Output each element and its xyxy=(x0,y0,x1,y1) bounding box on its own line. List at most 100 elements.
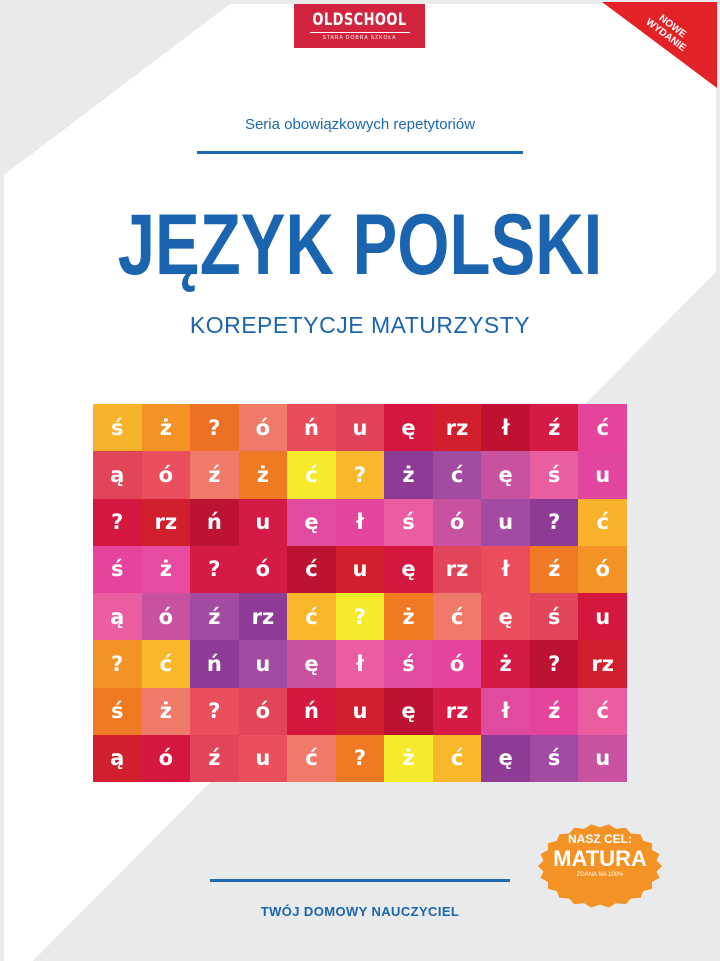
letter-tile: ź xyxy=(190,451,239,499)
logo-tagline: STARA DOBRA SZKOŁA xyxy=(322,35,397,41)
logo-text: OLDSCHOOL xyxy=(312,10,407,30)
letter-tile: ś xyxy=(93,687,142,735)
letter-tile: ś xyxy=(529,451,579,499)
letter-tile: ś xyxy=(384,498,433,546)
letter-tile: u xyxy=(238,734,288,782)
badge-line-1: NASZ CEL: xyxy=(568,832,632,846)
letter-tile: ą xyxy=(93,451,142,499)
letter-tile: ć xyxy=(287,451,336,499)
book-subtitle: KOREPETYCJE MATURZYSTY xyxy=(189,312,531,338)
letter-tile: ę xyxy=(384,545,433,593)
letter-tile: ? xyxy=(529,498,579,546)
badge-line-2: MATURA xyxy=(553,846,647,871)
letter-tile: rz xyxy=(432,404,482,452)
letter-tile: ? xyxy=(93,498,142,546)
letter-tile: ż xyxy=(141,545,191,593)
letter-tile: ą xyxy=(93,593,142,641)
letter-tile: ć xyxy=(578,404,627,452)
letter-tile: ę xyxy=(287,498,336,546)
letter-tile: ? xyxy=(93,640,142,688)
letter-tile: ? xyxy=(190,404,239,452)
letter-tile: ó xyxy=(432,640,482,688)
letter-tile: ? xyxy=(335,451,385,499)
letter-tile: ó xyxy=(141,451,191,499)
letter-tile: ć xyxy=(578,498,627,546)
letter-tile: ć xyxy=(432,451,482,499)
letter-tile: ł xyxy=(335,640,385,688)
letter-tile: ó xyxy=(238,404,288,452)
letter-tile: ż xyxy=(141,687,191,735)
letter-tile: ż xyxy=(238,451,288,499)
letter-tile: ć xyxy=(287,593,336,641)
bottom-divider xyxy=(210,879,510,882)
tagline: TWÓJ DOMOWY NAUCZYCIEL xyxy=(260,904,460,919)
letter-tile: ? xyxy=(190,545,239,593)
letter-tile: ę xyxy=(287,640,336,688)
letter-tile: ę xyxy=(481,451,530,499)
letter-tile: ź xyxy=(529,687,579,735)
book-title: JĘZYK POLSKI xyxy=(117,197,603,293)
letter-tile: u xyxy=(335,404,385,452)
letter-tile: u xyxy=(578,593,627,641)
letter-tile: ą xyxy=(93,734,142,782)
letter-tile: u xyxy=(578,451,627,499)
letter-tile: ę xyxy=(481,734,530,782)
new-edition-ribbon xyxy=(602,2,717,88)
letter-tile: ź xyxy=(190,593,239,641)
letter-tile: rz xyxy=(432,687,482,735)
letter-tile: ó xyxy=(141,734,191,782)
letter-tile: ć xyxy=(432,593,482,641)
letter-tile: ź xyxy=(190,734,239,782)
letter-tile: ż xyxy=(384,593,433,641)
letter-tile: u xyxy=(238,498,288,546)
letter-tile: ł xyxy=(481,545,530,593)
letter-tile: ó xyxy=(238,545,288,593)
letter-tile: ż xyxy=(384,451,433,499)
letter-tile: ś xyxy=(93,545,142,593)
letter-tile: ś xyxy=(529,734,579,782)
letter-tile: u xyxy=(481,498,530,546)
letter-tile: ś xyxy=(384,640,433,688)
top-divider xyxy=(197,151,523,154)
letter-tile: ć xyxy=(578,687,627,735)
letter-tile: ć xyxy=(432,734,482,782)
letter-tile: ? xyxy=(335,593,385,641)
letter-tile: ć xyxy=(287,545,336,593)
badge-line-3: ZDANA NA 100% xyxy=(576,872,624,878)
letter-tile: ę xyxy=(384,404,433,452)
letter-tile: ś xyxy=(93,404,142,452)
letter-tile: ? xyxy=(529,640,579,688)
series-name: Seria obowiązkowych repetytoriów xyxy=(244,116,476,133)
letter-tile: ś xyxy=(529,593,579,641)
letter-tile: ? xyxy=(190,687,239,735)
letter-tile: ę xyxy=(481,593,530,641)
letter-tile: u xyxy=(335,687,385,735)
letter-tile: ó xyxy=(432,498,482,546)
letter-tile: ó xyxy=(578,545,627,593)
letter-tile: u xyxy=(238,640,288,688)
publisher-logo: OLDSCHOOL STARA DOBRA SZKOŁA xyxy=(294,4,425,48)
letter-tile: rz xyxy=(141,498,191,546)
letter-tile: u xyxy=(335,545,385,593)
badge-text: NASZ CEL: MATURA ZDANA NA 100% xyxy=(535,832,665,878)
letter-tile: rz xyxy=(578,640,627,688)
letter-tile: u xyxy=(578,734,627,782)
letter-tile: ć xyxy=(141,640,191,688)
matura-badge xyxy=(538,824,662,908)
letter-tile: ź xyxy=(529,404,579,452)
letter-tile: ń xyxy=(190,640,239,688)
letter-tile: ż xyxy=(384,734,433,782)
logo-divider xyxy=(309,32,410,33)
letter-tile: ł xyxy=(481,687,530,735)
letter-tile: ó xyxy=(141,593,191,641)
letter-tile: ź xyxy=(529,545,579,593)
letter-tile: ł xyxy=(481,404,530,452)
letter-tile: ć xyxy=(287,734,336,782)
letter-tile: ę xyxy=(384,687,433,735)
letter-grid: ś ż? ó ń u ę rz ł ź ć ą ó ź ż ć? ż ć ę ś u? rz ń u ę ł ś ó u? ć ś ż? ó ć… xyxy=(93,404,627,782)
letter-tile: ? xyxy=(335,734,385,782)
letter-tile: ń xyxy=(287,687,336,735)
letter-tile: rz xyxy=(432,545,482,593)
letter-tile: rz xyxy=(238,593,288,641)
letter-tile: ż xyxy=(481,640,530,688)
